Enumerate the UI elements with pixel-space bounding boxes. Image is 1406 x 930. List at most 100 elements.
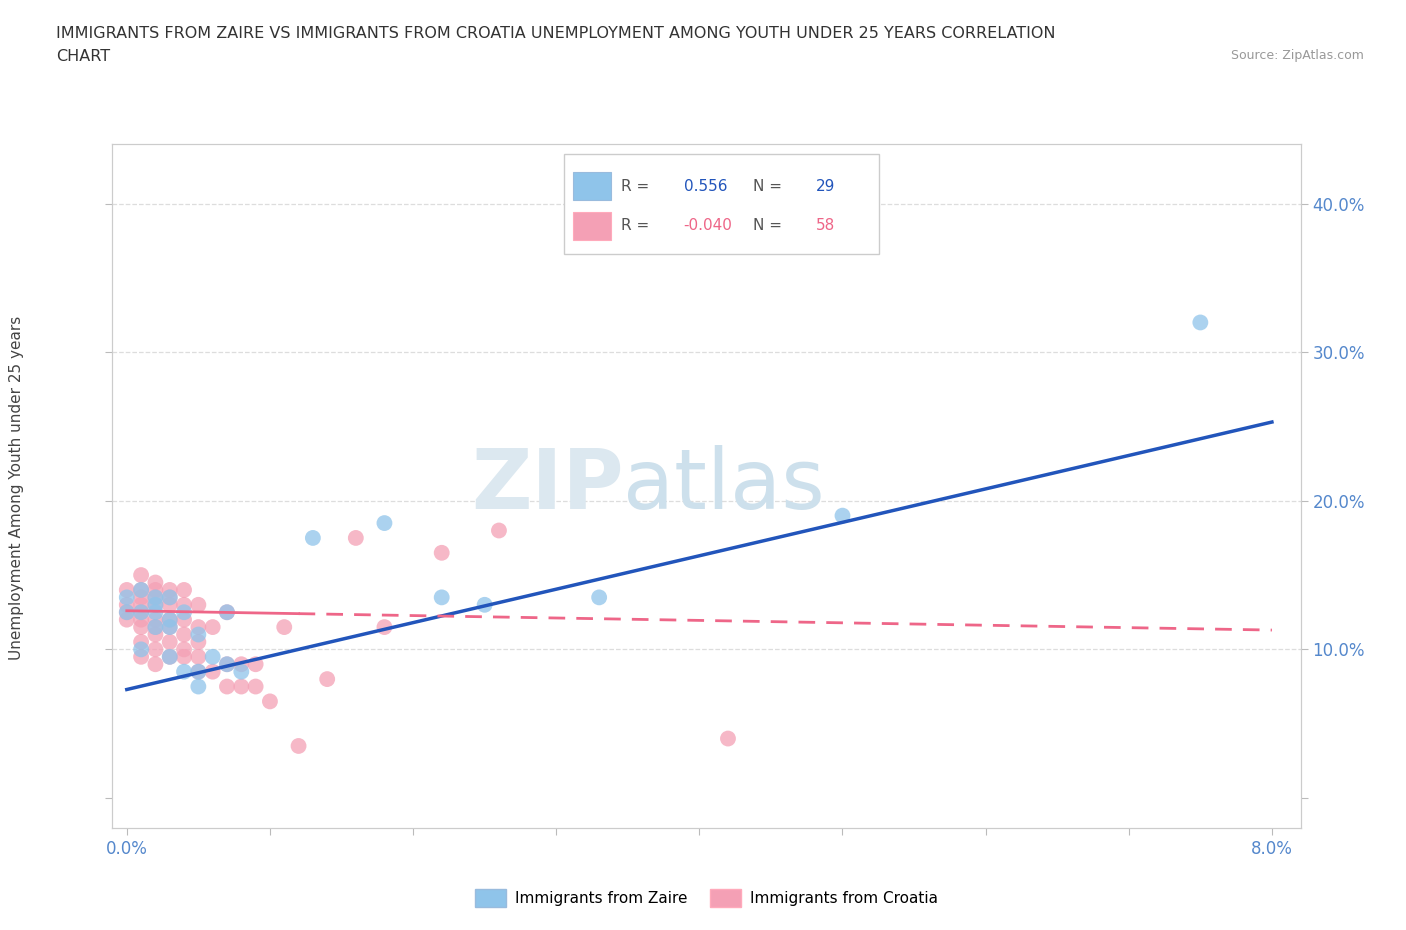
Text: Unemployment Among Youth under 25 years: Unemployment Among Youth under 25 years [10,316,24,660]
Text: N =: N = [752,219,782,233]
Point [173,582,195,597]
Text: CHART: CHART [56,49,110,64]
Point [245,679,267,694]
Point [215,679,238,694]
Point [588,590,610,604]
Point [159,612,181,627]
Point [201,619,224,634]
Point [145,642,167,657]
Point [215,604,238,619]
Point [129,642,152,657]
Point [145,582,167,597]
Point [129,649,152,664]
Point [245,657,267,671]
Point [129,597,152,612]
Point [159,619,181,634]
Point [145,590,167,604]
Point [474,597,496,612]
Point [344,530,367,545]
Point [430,590,453,604]
Point [145,597,167,612]
Point [159,619,181,634]
Point [159,590,181,604]
Point [129,567,152,582]
Point [215,657,238,671]
Point [115,590,138,604]
Point [201,664,224,679]
Point [159,649,181,664]
Point [115,597,138,612]
Point [159,612,181,627]
Point [187,619,209,634]
Point [173,597,195,612]
Point [373,619,395,634]
Point [129,612,152,627]
Point [373,515,395,530]
Bar [574,172,612,200]
Point [187,649,209,664]
Point [115,604,138,619]
Point [173,649,195,664]
Point [231,664,253,679]
Point [187,664,209,679]
Point [159,634,181,649]
Point [145,604,167,619]
Point [187,634,209,649]
Point [129,619,152,634]
Legend: Immigrants from Zaire, Immigrants from Croatia: Immigrants from Zaire, Immigrants from C… [470,884,943,913]
Point [187,664,209,679]
Text: 58: 58 [815,219,835,233]
Point [129,604,152,619]
Text: 29: 29 [815,179,835,193]
Point [129,590,152,604]
Point [145,619,167,634]
Point [173,612,195,627]
Point [159,597,181,612]
Point [430,545,453,560]
Point [717,731,740,746]
Point [145,627,167,642]
Point [831,508,853,523]
Point [129,604,152,619]
Point [231,657,253,671]
Point [215,604,238,619]
Point [215,657,238,671]
Point [115,612,138,627]
Text: IMMIGRANTS FROM ZAIRE VS IMMIGRANTS FROM CROATIA UNEMPLOYMENT AMONG YOUTH UNDER : IMMIGRANTS FROM ZAIRE VS IMMIGRANTS FROM… [56,26,1056,41]
Point [145,619,167,634]
Point [115,604,138,619]
Text: 0.556: 0.556 [683,179,727,193]
Text: Source: ZipAtlas.com: Source: ZipAtlas.com [1230,49,1364,62]
Point [302,530,325,545]
Point [145,590,167,604]
Point [187,597,209,612]
Point [159,582,181,597]
Point [173,604,195,619]
Point [173,642,195,657]
Point [259,694,281,709]
Text: R =: R = [620,179,648,193]
Point [173,664,195,679]
Point [187,679,209,694]
Point [1189,315,1212,330]
Point [187,627,209,642]
Point [159,590,181,604]
Point [287,738,309,753]
Point [173,627,195,642]
Point [145,575,167,590]
Text: N =: N = [752,179,782,193]
Point [201,649,224,664]
Text: -0.040: -0.040 [683,219,733,233]
Point [316,671,339,686]
Point [129,582,152,597]
Point [145,597,167,612]
Point [231,679,253,694]
Bar [574,212,612,240]
Point [115,582,138,597]
Text: atlas: atlas [623,445,825,526]
Text: ZIP: ZIP [471,445,623,526]
FancyBboxPatch shape [564,154,879,254]
Point [129,634,152,649]
Text: R =: R = [620,219,648,233]
Point [159,649,181,664]
